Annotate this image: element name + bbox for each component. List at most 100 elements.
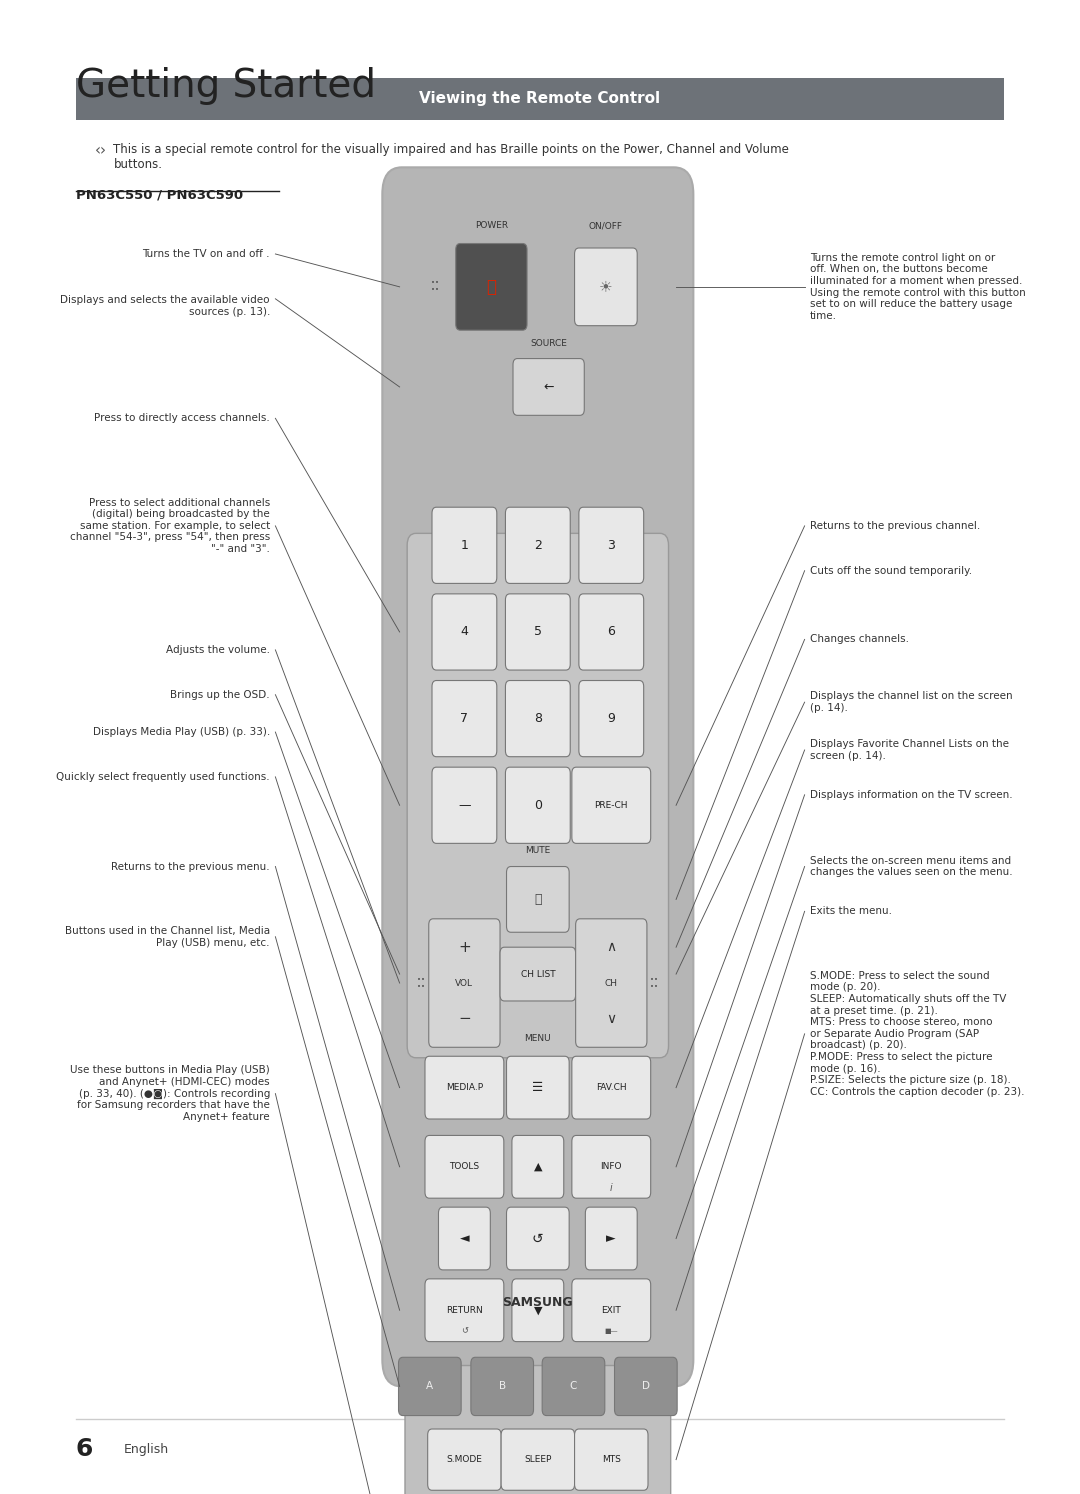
Text: ••
••: •• •• xyxy=(650,977,659,989)
Text: ☰: ☰ xyxy=(532,1082,543,1094)
Text: C: C xyxy=(570,1382,577,1391)
FancyBboxPatch shape xyxy=(507,867,569,932)
FancyBboxPatch shape xyxy=(505,681,570,756)
Text: ON/OFF: ON/OFF xyxy=(589,221,623,230)
Text: Selects the on-screen menu items and
changes the values seen on the menu.: Selects the on-screen menu items and cha… xyxy=(810,856,1013,877)
FancyBboxPatch shape xyxy=(456,244,527,330)
FancyBboxPatch shape xyxy=(407,533,669,1058)
FancyBboxPatch shape xyxy=(579,506,644,583)
FancyBboxPatch shape xyxy=(575,1428,648,1490)
Text: +: + xyxy=(458,940,471,955)
Text: Displays Favorite Channel Lists on the
screen (p. 14).: Displays Favorite Channel Lists on the s… xyxy=(810,740,1009,760)
FancyBboxPatch shape xyxy=(572,1279,650,1342)
FancyBboxPatch shape xyxy=(438,1207,490,1270)
Text: SAMSUNG: SAMSUNG xyxy=(502,1297,573,1309)
Text: SOURCE: SOURCE xyxy=(530,339,567,348)
Text: EXIT: EXIT xyxy=(602,1306,621,1315)
FancyBboxPatch shape xyxy=(572,1135,650,1198)
Text: Press to directly access channels.: Press to directly access channels. xyxy=(94,414,270,423)
Text: ⏻: ⏻ xyxy=(486,278,497,296)
Text: Changes channels.: Changes channels. xyxy=(810,635,909,644)
FancyBboxPatch shape xyxy=(512,1135,564,1198)
FancyBboxPatch shape xyxy=(579,593,644,669)
Text: ►: ► xyxy=(607,1233,616,1245)
Text: MUTE: MUTE xyxy=(525,846,551,855)
Text: MTS: MTS xyxy=(602,1455,621,1464)
Text: MENU: MENU xyxy=(525,1034,551,1043)
Text: 7: 7 xyxy=(460,713,469,725)
FancyBboxPatch shape xyxy=(505,506,570,583)
FancyBboxPatch shape xyxy=(572,1056,650,1119)
Text: 4: 4 xyxy=(460,626,469,638)
FancyBboxPatch shape xyxy=(512,1279,564,1342)
FancyBboxPatch shape xyxy=(424,1279,503,1342)
Text: 0: 0 xyxy=(534,799,542,811)
FancyBboxPatch shape xyxy=(471,1357,534,1416)
Text: 6: 6 xyxy=(607,626,616,638)
Text: Exits the menu.: Exits the menu. xyxy=(810,907,892,916)
Text: Returns to the previous menu.: Returns to the previous menu. xyxy=(111,862,270,871)
FancyBboxPatch shape xyxy=(428,1428,501,1490)
Text: —: — xyxy=(458,799,471,811)
Text: ••
••: •• •• xyxy=(417,977,426,989)
FancyBboxPatch shape xyxy=(432,768,497,843)
Text: VOL: VOL xyxy=(456,979,473,988)
Text: Quickly select frequently used functions.: Quickly select frequently used functions… xyxy=(56,772,270,781)
FancyBboxPatch shape xyxy=(432,681,497,756)
Text: 🔇: 🔇 xyxy=(535,893,541,905)
Text: Press to select additional channels
(digital) being broadcasted by the
same stat: Press to select additional channels (dig… xyxy=(70,498,270,554)
Text: PRE-CH: PRE-CH xyxy=(594,801,629,810)
Text: ←: ← xyxy=(543,381,554,393)
FancyBboxPatch shape xyxy=(507,1207,569,1270)
Text: 2: 2 xyxy=(534,539,542,551)
FancyBboxPatch shape xyxy=(500,947,576,1001)
Text: Returns to the previous channel.: Returns to the previous channel. xyxy=(810,521,981,530)
FancyBboxPatch shape xyxy=(382,167,693,1386)
Text: CH: CH xyxy=(605,979,618,988)
Text: Viewing the Remote Control: Viewing the Remote Control xyxy=(419,91,661,106)
FancyBboxPatch shape xyxy=(424,1135,503,1198)
FancyBboxPatch shape xyxy=(576,919,647,1047)
FancyBboxPatch shape xyxy=(432,593,497,669)
Text: PN63C550 / PN63C590: PN63C550 / PN63C590 xyxy=(76,188,243,202)
Text: SLEEP: SLEEP xyxy=(524,1455,552,1464)
Text: 9: 9 xyxy=(607,713,616,725)
Text: 8: 8 xyxy=(534,713,542,725)
FancyBboxPatch shape xyxy=(542,1357,605,1416)
Text: This is a special remote control for the visually impaired and has Braille point: This is a special remote control for the… xyxy=(113,143,789,172)
Text: ••
••: •• •• xyxy=(431,281,440,293)
FancyBboxPatch shape xyxy=(76,78,1004,120)
FancyBboxPatch shape xyxy=(507,1056,569,1119)
Text: ↺: ↺ xyxy=(461,1327,468,1336)
Text: Cuts off the sound temporarily.: Cuts off the sound temporarily. xyxy=(810,566,972,575)
Text: S.MODE: Press to select the sound
mode (p. 20).
SLEEP: Automatically shuts off t: S.MODE: Press to select the sound mode (… xyxy=(810,971,1025,1097)
Text: ∧: ∧ xyxy=(606,940,617,955)
Text: ‹›: ‹› xyxy=(95,143,107,158)
Text: 3: 3 xyxy=(607,539,616,551)
FancyBboxPatch shape xyxy=(432,506,497,583)
FancyBboxPatch shape xyxy=(399,1357,461,1416)
Text: Displays the channel list on the screen
(p. 14).: Displays the channel list on the screen … xyxy=(810,692,1013,713)
Text: D: D xyxy=(642,1382,650,1391)
Text: S.MODE: S.MODE xyxy=(446,1455,483,1464)
FancyBboxPatch shape xyxy=(615,1357,677,1416)
Text: Brings up the OSD.: Brings up the OSD. xyxy=(171,690,270,699)
FancyBboxPatch shape xyxy=(505,593,570,669)
FancyBboxPatch shape xyxy=(579,681,644,756)
Text: RETURN: RETURN xyxy=(446,1306,483,1315)
Text: B: B xyxy=(499,1382,505,1391)
Text: Displays and selects the available video
sources (p. 13).: Displays and selects the available video… xyxy=(60,296,270,317)
Text: ■—: ■— xyxy=(605,1328,618,1334)
Text: Displays information on the TV screen.: Displays information on the TV screen. xyxy=(810,790,1013,799)
Text: ◄: ◄ xyxy=(460,1233,469,1245)
FancyBboxPatch shape xyxy=(405,1366,671,1494)
Text: −: − xyxy=(458,1011,471,1026)
Text: CH LIST: CH LIST xyxy=(521,970,555,979)
Text: MEDIA.P: MEDIA.P xyxy=(446,1083,483,1092)
Text: FAV.CH: FAV.CH xyxy=(596,1083,626,1092)
Text: A: A xyxy=(427,1382,433,1391)
Text: Adjusts the volume.: Adjusts the volume. xyxy=(166,645,270,654)
Text: Displays Media Play (USB) (p. 33).: Displays Media Play (USB) (p. 33). xyxy=(93,728,270,737)
FancyBboxPatch shape xyxy=(501,1428,575,1490)
FancyBboxPatch shape xyxy=(572,768,650,843)
